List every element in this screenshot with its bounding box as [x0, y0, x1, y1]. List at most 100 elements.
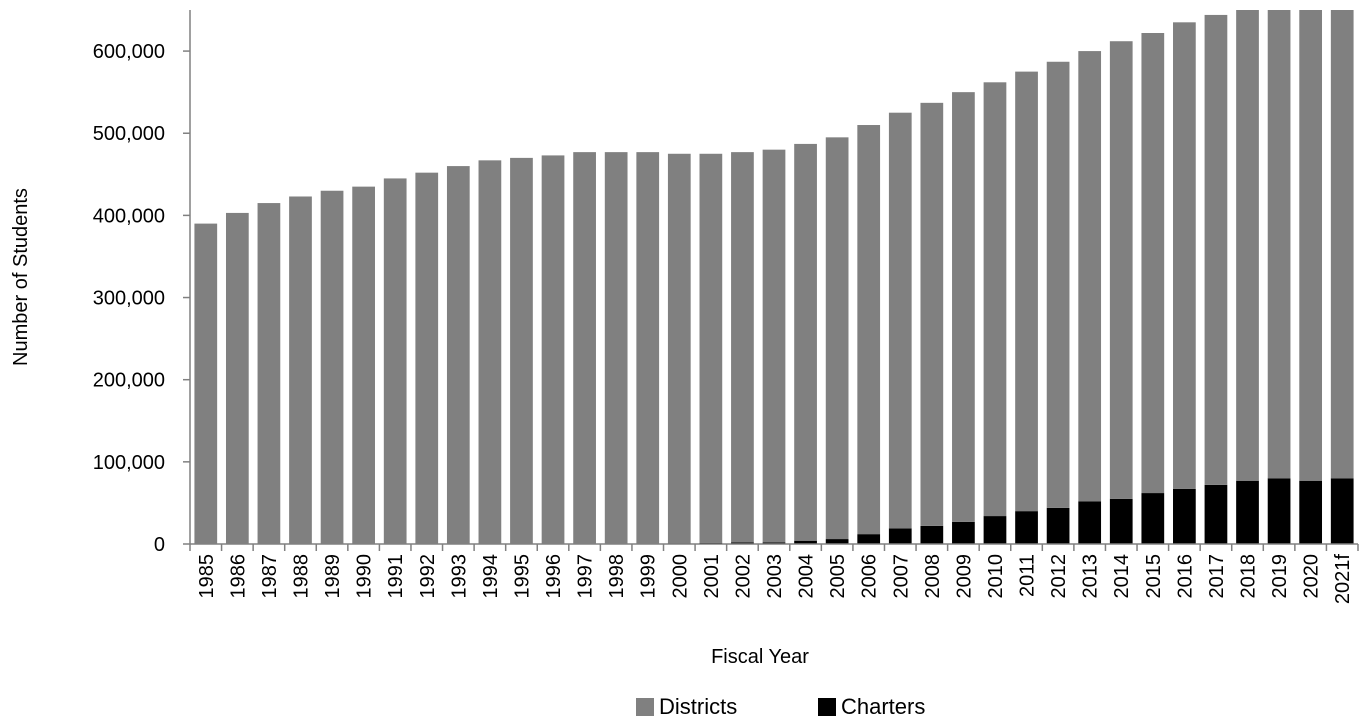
bar-charters-2011 — [1015, 511, 1038, 544]
x-axis-title: Fiscal Year — [711, 646, 809, 668]
bar-districts-1995 — [510, 157, 533, 544]
bar-districts-2003 — [762, 149, 786, 543]
bar-districts-2020 — [1299, 10, 1323, 481]
y-tick-label: 500,000 — [93, 123, 165, 145]
x-tick-label: 1998 — [606, 554, 628, 599]
bar-districts-2014 — [1109, 41, 1133, 499]
bar-charters-2013 — [1078, 501, 1102, 544]
x-tick-label: 2015 — [1143, 554, 1165, 599]
x-tick-label: 2011 — [1017, 554, 1039, 597]
bar-charters-2017 — [1204, 484, 1228, 544]
legend-label-districts: Districts — [659, 694, 737, 719]
x-tick-label: 2013 — [1080, 554, 1102, 599]
bar-charters-2016 — [1173, 488, 1196, 544]
x-tick-label: 2007 — [890, 554, 912, 599]
x-tick-label: 2000 — [669, 554, 691, 599]
bars-layer — [194, 10, 1354, 545]
x-tick-label: 2017 — [1206, 554, 1228, 599]
bar-districts-1994 — [478, 160, 502, 544]
bar-districts-2004 — [794, 143, 817, 541]
x-tick-label: 1994 — [480, 554, 502, 599]
x-tick-label: 1989 — [322, 554, 344, 599]
y-tick-label: 200,000 — [93, 370, 165, 392]
x-tick-label: 1990 — [354, 554, 376, 599]
bar-districts-2021f — [1330, 10, 1354, 479]
x-tick-label: 2002 — [732, 554, 754, 599]
bar-districts-1986 — [225, 212, 249, 545]
bar-districts-1997 — [573, 152, 596, 544]
labels-layer: 0 100,000 200,000 300,000 400,000 500,000 600,… — [10, 41, 1354, 668]
bar-districts-1996 — [541, 155, 565, 544]
bar-districts-1988 — [289, 196, 312, 545]
y-tick-label: 100,000 — [93, 452, 165, 474]
bar-districts-1989 — [320, 190, 344, 545]
bar-districts-1993 — [446, 166, 470, 544]
x-tick-label: 1991 — [385, 554, 407, 599]
bar-charters-2009 — [952, 521, 975, 544]
x-tick-label: 1993 — [448, 554, 470, 599]
x-tick-label: 2008 — [922, 554, 944, 599]
x-tick-label: 1995 — [511, 554, 533, 599]
bar-districts-2013 — [1078, 51, 1102, 502]
bar-charters-2018 — [1236, 480, 1259, 544]
bar-charters-2012 — [1046, 507, 1070, 544]
legend-swatch-charters — [818, 698, 836, 716]
y-tick-label: 600,000 — [93, 41, 165, 63]
bar-charters-2005 — [825, 539, 849, 544]
x-tick-label: 2001 — [701, 554, 723, 599]
bar-districts-2001 — [699, 153, 723, 543]
bar-districts-2016 — [1173, 22, 1196, 489]
x-tick-label: 1992 — [417, 554, 439, 599]
x-tick-label: 2004 — [796, 554, 818, 599]
x-tick-label: 1987 — [259, 554, 281, 599]
bar-districts-2019 — [1267, 10, 1291, 479]
bar-districts-2008 — [920, 102, 944, 526]
bar-districts-1999 — [636, 152, 660, 544]
bar-districts-2017 — [1204, 14, 1228, 485]
bar-charters-2003 — [762, 542, 786, 544]
bar-districts-2009 — [952, 92, 975, 522]
bar-charters-2007 — [888, 528, 912, 544]
bar-districts-2005 — [825, 137, 849, 540]
bar-districts-2010 — [983, 82, 1007, 517]
bar-charters-2020 — [1299, 480, 1323, 544]
bar-districts-2011 — [1015, 71, 1038, 512]
bar-districts-1998 — [604, 152, 628, 544]
bar-districts-2002 — [731, 152, 754, 543]
x-tick-label: 2020 — [1301, 554, 1323, 599]
bar-districts-1992 — [415, 172, 439, 544]
bar-districts-2018 — [1236, 10, 1259, 481]
bar-districts-2007 — [888, 112, 912, 529]
bar-charters-2015 — [1141, 493, 1165, 544]
bar-charters-2006 — [857, 534, 881, 544]
legend: Districts Charters — [636, 694, 925, 719]
bar-districts-2012 — [1046, 61, 1070, 508]
legend-swatch-districts — [636, 698, 654, 716]
bar-charters-2008 — [920, 525, 944, 544]
y-tick-label: 400,000 — [93, 205, 165, 227]
bar-districts-2000 — [667, 153, 691, 544]
y-axis-title: Number of Students — [10, 188, 32, 366]
x-tick-label: 2018 — [1238, 554, 1260, 599]
x-tick-label: 2003 — [764, 554, 786, 599]
legend-label-charters: Charters — [841, 694, 925, 719]
x-tick-label: 2012 — [1048, 554, 1070, 599]
bar-charters-2021f — [1330, 478, 1354, 544]
y-tick-label: 0 — [154, 534, 165, 556]
bar-charters-2014 — [1109, 498, 1133, 544]
x-tick-label: 2005 — [827, 554, 849, 599]
bar-districts-2006 — [857, 125, 881, 535]
bar-districts-1990 — [352, 186, 375, 544]
x-tick-label: 2016 — [1174, 554, 1196, 599]
x-tick-label: 1996 — [543, 554, 565, 599]
bar-districts-1985 — [194, 223, 218, 544]
bar-districts-1991 — [383, 178, 407, 545]
bar-charters-2002 — [731, 542, 754, 544]
x-tick-label: 2009 — [953, 554, 975, 599]
x-tick-label: 2006 — [859, 554, 881, 599]
bar-charters-2019 — [1267, 478, 1291, 544]
bar-districts-2015 — [1141, 33, 1165, 494]
axes-layer — [183, 10, 1359, 551]
